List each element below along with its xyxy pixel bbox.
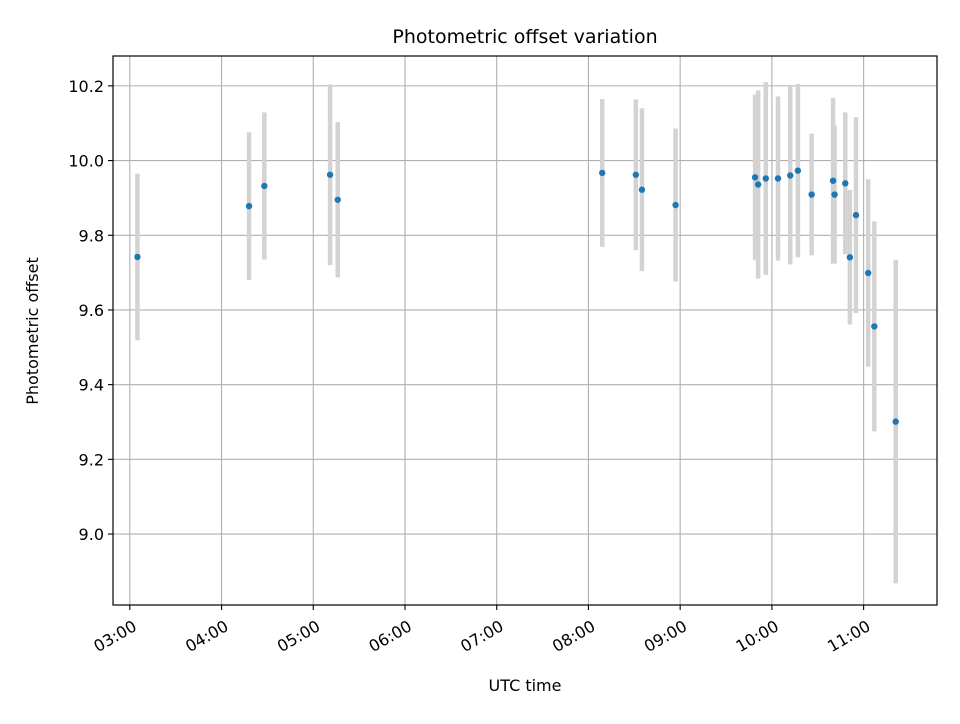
y-tick-label: 10.0	[68, 152, 104, 171]
y-tick-label: 9.6	[79, 301, 104, 320]
data-point	[638, 186, 646, 193]
data-point	[842, 180, 849, 187]
data-point	[672, 201, 679, 209]
data-point	[892, 418, 899, 425]
data-point	[865, 269, 872, 277]
data-point	[632, 171, 640, 178]
data-point	[134, 253, 141, 261]
data-point	[762, 175, 769, 182]
data-point	[829, 177, 837, 184]
plot-frame	[112, 55, 938, 606]
data-point	[261, 182, 268, 190]
data-point	[774, 175, 782, 182]
data-point	[599, 169, 606, 177]
y-tick-label: 9.8	[79, 226, 104, 245]
data-point	[751, 174, 759, 181]
y-axis-label: Photometric offset	[23, 257, 42, 405]
data-point	[871, 323, 878, 330]
y-tick-label: 9.4	[79, 376, 104, 395]
y-tick-label: 9.0	[79, 525, 104, 544]
data-point	[245, 202, 253, 210]
y-tick-label: 9.2	[79, 450, 104, 469]
data-point	[846, 254, 854, 261]
data-point	[794, 167, 802, 174]
x-axis-label: UTC time	[489, 676, 562, 695]
data-point	[326, 171, 334, 178]
data-point	[754, 181, 762, 188]
y-tick-label: 10.2	[68, 77, 104, 96]
data-point	[808, 191, 815, 198]
chart-title: Photometric offset variation	[392, 26, 657, 48]
data-points	[134, 167, 899, 425]
data-point	[852, 211, 860, 219]
data-point	[787, 172, 794, 179]
data-point	[334, 196, 341, 203]
data-point	[831, 191, 838, 198]
